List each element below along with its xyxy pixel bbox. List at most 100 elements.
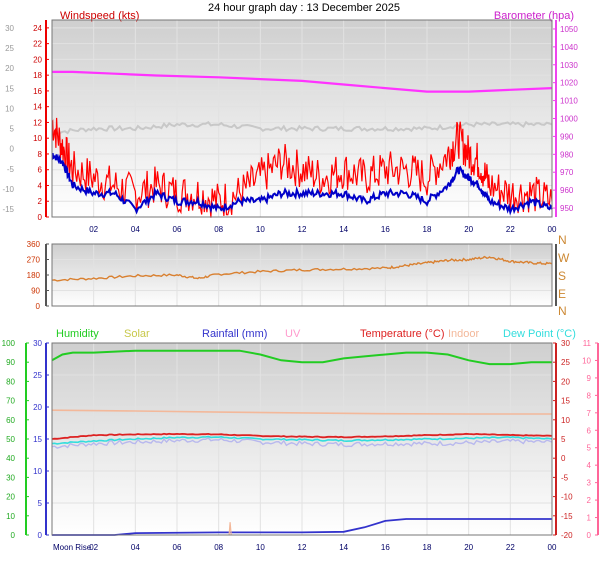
outer-left-tick-label: 0 bbox=[10, 145, 15, 154]
humidity-tick-label: 20 bbox=[6, 493, 15, 502]
barometer-tick-label: 1020 bbox=[560, 79, 578, 88]
moon-rise-label: Moon Rise bbox=[53, 543, 92, 552]
wind-x-tick-label: 20 bbox=[464, 225, 473, 234]
uv-tick-label: 2 bbox=[587, 496, 592, 505]
outer-left-tick-label: 30 bbox=[5, 24, 14, 33]
winddir-tick-label: 0 bbox=[36, 302, 41, 311]
temperature-tick-label: 25 bbox=[561, 358, 570, 367]
temp-x-tick-label: 14 bbox=[339, 543, 348, 552]
temperature-tick-label: 15 bbox=[561, 397, 570, 406]
winddir-tick-label: 360 bbox=[27, 240, 41, 249]
wind-x-tick-label: 16 bbox=[381, 225, 390, 234]
temp-x-tick-label: 10 bbox=[256, 543, 265, 552]
indoor-series-line bbox=[51, 409, 552, 415]
windspeed-tick-label: 24 bbox=[33, 24, 42, 33]
temp-x-tick-label: 02 bbox=[89, 543, 98, 552]
windspeed-tick-label: 8 bbox=[38, 150, 43, 159]
wind-x-tick-label: 10 bbox=[256, 225, 265, 234]
windspeed-tick-label: 14 bbox=[33, 103, 42, 112]
barometer-tick-label: 1040 bbox=[560, 43, 578, 52]
solar-series-line bbox=[228, 522, 232, 536]
winddir-series-line bbox=[51, 255, 553, 282]
humidity-tick-label: 30 bbox=[6, 473, 15, 482]
grey-series-line bbox=[51, 120, 553, 136]
temperature-tick-label: -10 bbox=[561, 493, 573, 502]
gust-series-line bbox=[51, 117, 553, 218]
rainfall-tick-label: 0 bbox=[38, 531, 43, 540]
wind-x-tick-label: 06 bbox=[173, 225, 182, 234]
windspeed-axis-label: Windspeed (kts) bbox=[60, 10, 139, 22]
uv-tick-label: 1 bbox=[587, 514, 592, 523]
lavender-series-line bbox=[51, 437, 553, 449]
temp-panel-frame bbox=[51, 342, 553, 536]
winddir-tick-label: 90 bbox=[31, 287, 40, 296]
wind-x-tick-label: 08 bbox=[214, 225, 223, 234]
legend-label: Indoor bbox=[448, 328, 480, 340]
humidity-tick-label: 50 bbox=[6, 435, 15, 444]
rainfall-tick-label: 20 bbox=[33, 403, 42, 412]
rainfall-tick-label: 5 bbox=[38, 499, 43, 508]
outer-left-tick-label: 5 bbox=[10, 125, 15, 134]
rainfall-tick-label: 15 bbox=[33, 435, 42, 444]
wind-x-tick-label: 14 bbox=[339, 225, 348, 234]
humidity-series-line bbox=[51, 349, 552, 366]
rainfall-tick-label: 25 bbox=[33, 371, 42, 380]
wind-x-tick-label: 00 bbox=[548, 225, 557, 234]
barometer-series-line bbox=[52, 70, 553, 93]
uv-tick-label: 4 bbox=[587, 461, 592, 470]
barometer-tick-label: 1050 bbox=[560, 25, 578, 34]
compass-label: W bbox=[558, 251, 570, 265]
barometer-tick-label: 970 bbox=[560, 168, 574, 177]
humidity-tick-label: 10 bbox=[6, 512, 15, 521]
barometer-tick-label: 960 bbox=[560, 186, 574, 195]
wind-x-tick-label: 22 bbox=[506, 225, 515, 234]
windspeed-tick-label: 12 bbox=[33, 118, 42, 127]
uv-tick-label: 9 bbox=[587, 374, 592, 383]
legend-label: Humidity bbox=[56, 328, 99, 340]
wind-x-tick-label: 04 bbox=[131, 225, 140, 234]
legend-label: Solar bbox=[124, 328, 150, 340]
humidity-tick-label: 40 bbox=[6, 454, 15, 463]
temperature-tick-label: 20 bbox=[561, 377, 570, 386]
temperature-tick-label: 5 bbox=[561, 435, 566, 444]
outer-left-tick-label: 10 bbox=[5, 104, 14, 113]
legend-label: Dew Point (°C) bbox=[503, 328, 576, 340]
temp-x-tick-label: 00 bbox=[548, 543, 557, 552]
wind-panel-frame bbox=[51, 19, 553, 218]
compass-label: E bbox=[558, 287, 566, 301]
windspeed-tick-label: 4 bbox=[38, 181, 43, 190]
humidity-tick-label: 60 bbox=[6, 416, 15, 425]
uv-tick-label: 10 bbox=[582, 356, 591, 365]
compass-label: N bbox=[558, 233, 567, 247]
humidity-tick-label: 100 bbox=[2, 339, 16, 348]
barometer-tick-label: 990 bbox=[560, 132, 574, 141]
temperature-tick-label: 10 bbox=[561, 416, 570, 425]
temp-x-tick-label: 22 bbox=[506, 543, 515, 552]
windspeed-tick-label: 0 bbox=[38, 213, 43, 222]
windspeed-tick-label: 22 bbox=[33, 40, 42, 49]
rainfall-series-line bbox=[52, 518, 552, 536]
wind-x-tick-label: 18 bbox=[423, 225, 432, 234]
uv-tick-label: 3 bbox=[587, 479, 592, 488]
uv-tick-label: 11 bbox=[583, 339, 592, 348]
average-wind-series-line bbox=[51, 153, 553, 216]
temperature-tick-label: 0 bbox=[561, 454, 566, 463]
temp-x-tick-label: 06 bbox=[173, 543, 182, 552]
legend-label: Rainfall (mm) bbox=[202, 328, 267, 340]
temperature-series-line bbox=[51, 432, 553, 440]
outer-left-tick-label: 15 bbox=[5, 84, 14, 93]
winddir-tick-label: 270 bbox=[27, 256, 41, 265]
winddir-panel-frame bbox=[51, 243, 553, 307]
rainfall-tick-label: 30 bbox=[33, 339, 42, 348]
outer-left-tick-label: -10 bbox=[2, 185, 14, 194]
temp-x-tick-label: 04 bbox=[131, 543, 140, 552]
legend-label: UV bbox=[285, 328, 301, 340]
temperature-tick-label: -20 bbox=[561, 531, 573, 540]
uv-tick-label: 7 bbox=[587, 409, 592, 418]
wind-x-tick-label: 12 bbox=[298, 225, 307, 234]
outer-left-tick-label: -5 bbox=[7, 165, 15, 174]
temperature-tick-label: 30 bbox=[561, 339, 570, 348]
humidity-tick-label: 80 bbox=[6, 377, 15, 386]
temp-x-tick-label: 16 bbox=[381, 543, 390, 552]
outer-left-tick-label: 25 bbox=[5, 44, 14, 53]
